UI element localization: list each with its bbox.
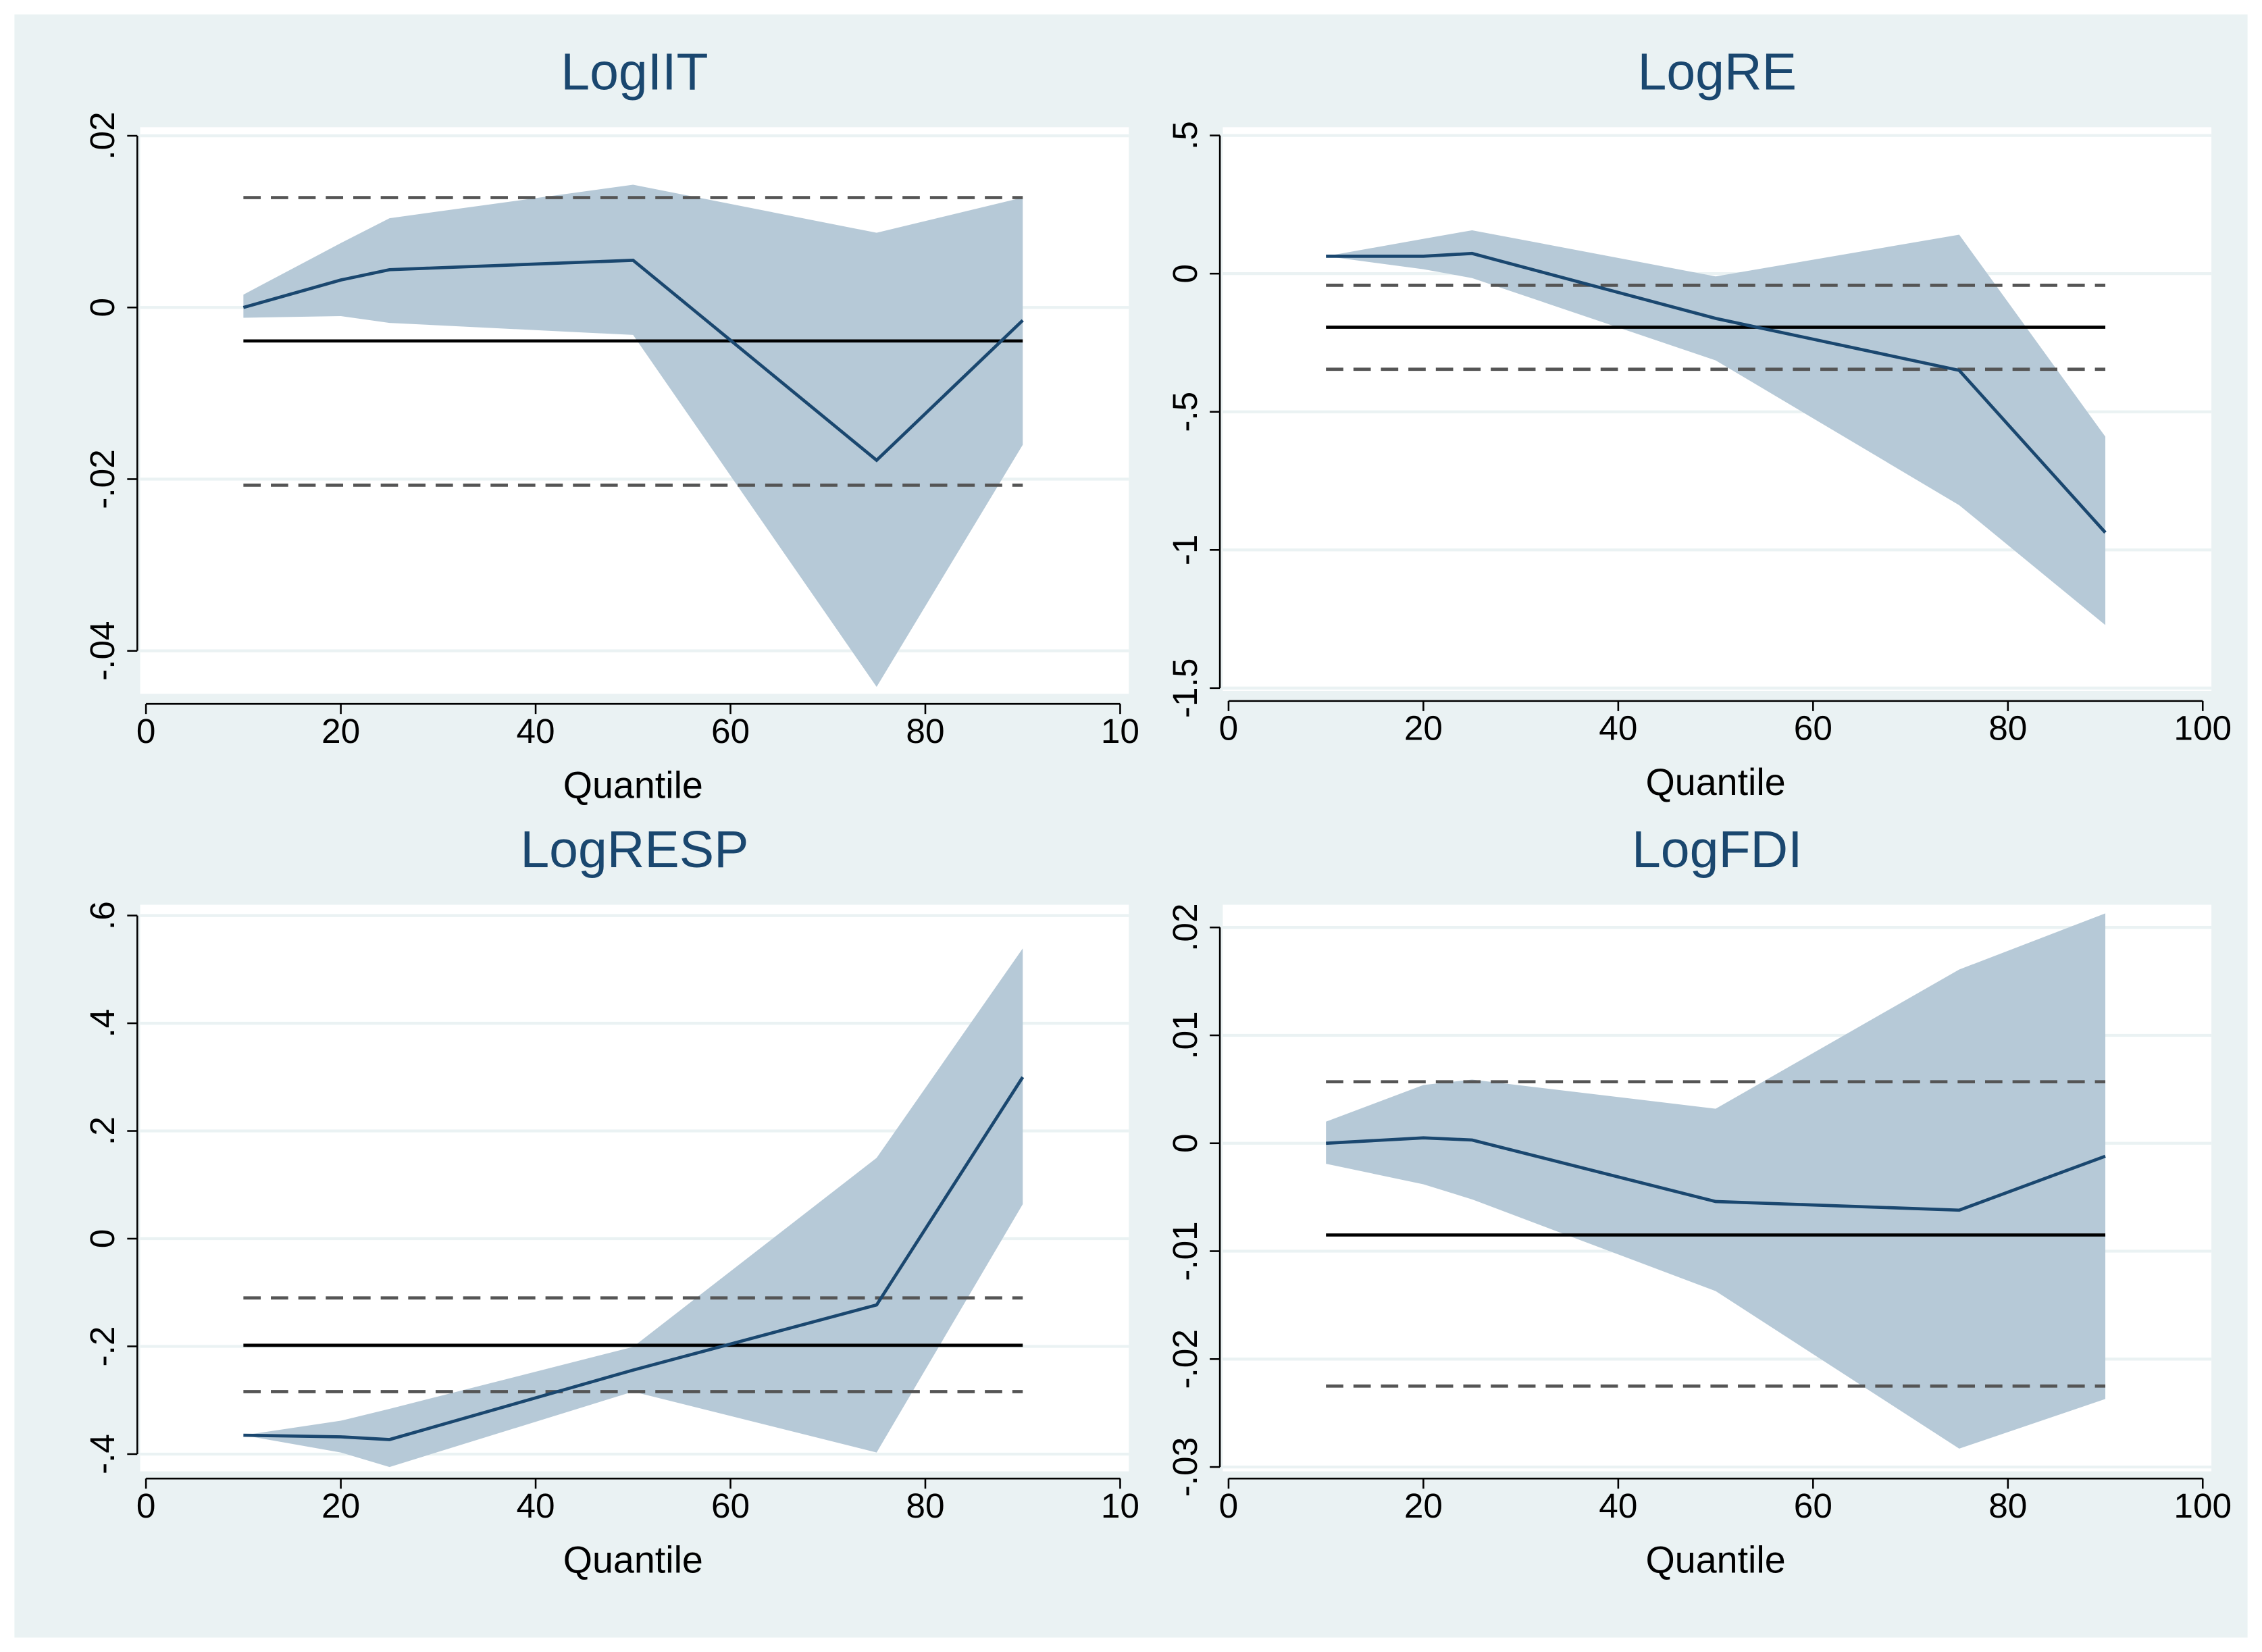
y-tick-label: -.02	[83, 449, 122, 509]
x-tick-label: 20	[322, 712, 360, 750]
chart-title: LogIIT	[561, 43, 708, 101]
panel: LogRESP .6 .4 .2 0 -.2 -.4 0 20 40 60 80 10 Quantile	[83, 821, 1139, 1580]
x-axis-label: Quantile	[563, 764, 703, 806]
x-tick-label: 40	[516, 1487, 555, 1525]
panel: LogFDI .02 .01 0 -.01 -.02 -.03 0 20 40 60 80 100 Qua…	[1166, 821, 2232, 1580]
y-tick-label: .5	[1166, 121, 1204, 150]
y-tick-label: -.01	[1166, 1221, 1204, 1281]
estimate-line	[1326, 1136, 2106, 1212]
x-tick-label: 10	[1101, 1487, 1139, 1525]
x-tick-label: 80	[1988, 709, 2027, 748]
y-tick-label: -1	[1166, 534, 1204, 565]
x-tick-label: 100	[2174, 709, 2232, 748]
y-tick-label: 0	[1166, 264, 1204, 284]
confidence-band	[243, 184, 1023, 688]
x-tick-label: 40	[1599, 709, 1637, 748]
x-tick-label: 40	[516, 712, 555, 750]
chart-title: LogRE	[1638, 43, 1797, 101]
x-tick-label: 20	[1404, 709, 1443, 748]
y-tick-label: -1.5	[1166, 659, 1204, 718]
x-tick-label: 20	[1404, 1487, 1443, 1525]
y-tick-label: -.04	[83, 621, 122, 680]
chart-title: LogRESP	[520, 821, 748, 879]
y-tick-label: -.02	[1166, 1329, 1204, 1389]
confidence-band	[1326, 230, 2106, 625]
x-tick-label: 100	[2174, 1487, 2232, 1525]
x-tick-label: 10	[1101, 712, 1139, 750]
x-tick-label: 0	[1219, 1487, 1239, 1525]
chart-title: LogFDI	[1632, 821, 1803, 879]
y-tick-label: -.5	[1166, 392, 1204, 432]
estimate-line	[1326, 251, 2107, 534]
y-tick-label: .02	[1166, 903, 1204, 951]
panel: LogIIT .02 0 -.02 -.04 0 20 40 60 80 10 Quantile	[83, 43, 1139, 806]
confidence-band	[1326, 913, 2106, 1449]
y-tick-label: -.2	[83, 1326, 122, 1367]
x-axis-label: Quantile	[563, 1539, 703, 1580]
y-tick-label: .6	[83, 901, 122, 930]
y-tick-label: 0	[1166, 1133, 1204, 1153]
confidence-band	[243, 948, 1023, 1468]
x-tick-label: 80	[906, 712, 944, 750]
x-tick-label: 0	[136, 1487, 156, 1525]
y-tick-label: .02	[83, 111, 122, 159]
x-tick-label: 60	[1794, 1487, 1832, 1525]
panel: LogRE .5 0 -.5 -1 -1.5 0 20 40 60 80 100 Quantile	[1166, 43, 2232, 803]
x-axis-label: Quantile	[1646, 1539, 1786, 1580]
y-tick-label: .4	[83, 1009, 122, 1038]
estimate-line	[242, 258, 1024, 463]
y-tick-label: -.4	[83, 1434, 122, 1474]
x-tick-label: 60	[711, 1487, 750, 1525]
x-tick-label: 60	[1794, 709, 1832, 748]
y-tick-label: .2	[83, 1116, 122, 1145]
x-tick-label: 40	[1599, 1487, 1637, 1525]
x-tick-label: 0	[1219, 709, 1239, 748]
y-tick-label: 0	[83, 1229, 122, 1249]
x-axis-label: Quantile	[1646, 761, 1786, 803]
x-tick-label: 60	[711, 712, 750, 750]
x-tick-label: 80	[1988, 1487, 2027, 1525]
x-tick-label: 20	[322, 1487, 360, 1525]
y-tick-label: -.03	[1166, 1437, 1204, 1497]
x-tick-label: 80	[906, 1487, 944, 1525]
estimate-line	[243, 1076, 1025, 1441]
y-tick-label: 0	[83, 298, 122, 317]
y-tick-label: .01	[1166, 1011, 1204, 1059]
x-tick-label: 0	[136, 712, 156, 750]
